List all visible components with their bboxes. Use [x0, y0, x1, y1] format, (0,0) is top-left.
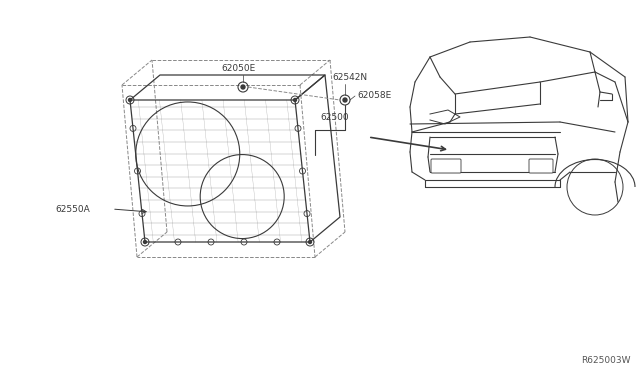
Circle shape	[294, 99, 296, 102]
FancyBboxPatch shape	[431, 159, 461, 173]
Circle shape	[143, 241, 147, 244]
Text: 62542N: 62542N	[332, 73, 367, 82]
Text: 62550A: 62550A	[55, 205, 90, 214]
FancyBboxPatch shape	[529, 159, 553, 173]
Circle shape	[129, 99, 131, 102]
Circle shape	[241, 85, 245, 89]
Circle shape	[343, 98, 347, 102]
Circle shape	[308, 241, 312, 244]
Text: 62058E: 62058E	[357, 90, 391, 99]
Text: 62050E: 62050E	[221, 64, 255, 73]
Text: 62500: 62500	[320, 113, 349, 122]
Text: R625003W: R625003W	[581, 356, 630, 365]
